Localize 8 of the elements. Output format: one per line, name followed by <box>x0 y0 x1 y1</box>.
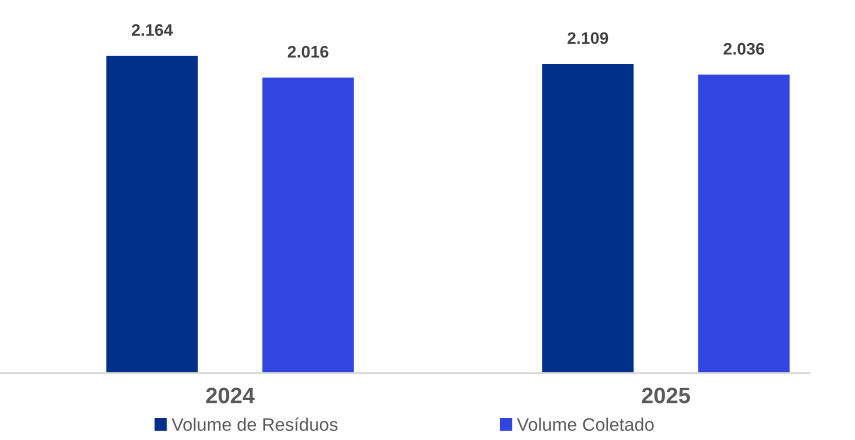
data-label: 2.036 <box>724 42 764 55</box>
legend-label: Volume de Resíduos <box>172 417 338 431</box>
data-label: 2.016 <box>288 46 328 58</box>
data-label: 2.164 <box>132 24 173 36</box>
x-tick-label: 2024 <box>206 388 255 404</box>
x-tick-label: 2025 <box>642 388 690 404</box>
data-label: 2.109 <box>568 32 608 44</box>
legend-label: Volume Coletado <box>516 418 654 431</box>
